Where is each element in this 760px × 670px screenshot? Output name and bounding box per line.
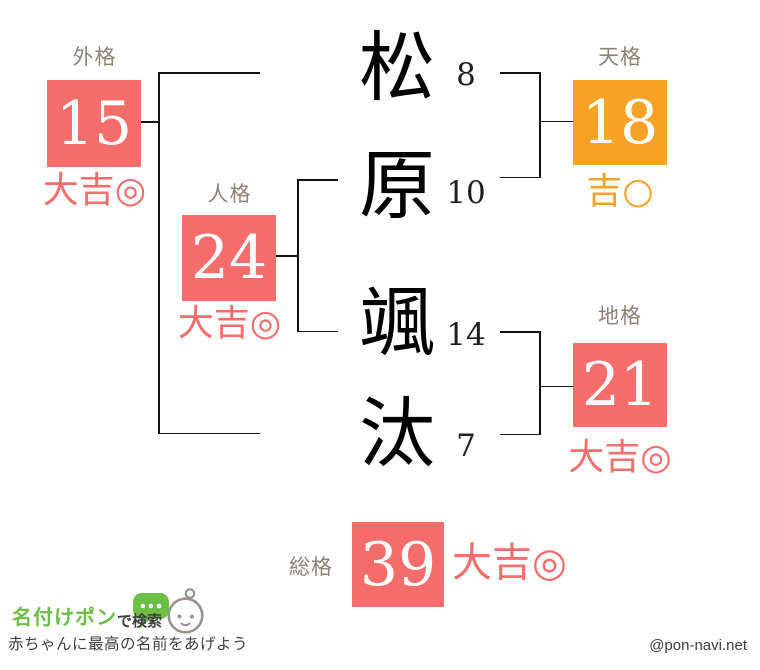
baby-face-icon	[167, 588, 204, 634]
gaikaku-bracket-vertical	[158, 72, 160, 434]
gaikaku-label: 外格	[72, 46, 117, 69]
gaikaku-box-connector	[141, 121, 159, 123]
chikaku-bracket-top-tick	[500, 331, 540, 333]
stroke-count-given-1: 14	[446, 317, 486, 353]
jinkaku-bracket-top-tick	[297, 179, 338, 181]
chikaku-label: 地格	[598, 305, 642, 328]
stroke-count-given-2: 7	[456, 428, 476, 464]
chikaku-fortune: 大吉◎	[568, 437, 672, 478]
stroke-count-surname-2: 10	[446, 175, 486, 211]
jinkaku-label: 人格	[207, 183, 252, 206]
name-char-given-2: 汰	[359, 389, 435, 478]
nazuke-pon-logo-icon	[133, 588, 204, 634]
soukaku-label: 総格	[289, 556, 333, 579]
jinkaku-value-box: 24	[182, 215, 276, 301]
chikaku-bracket-bottom-tick	[500, 433, 540, 435]
name-char-surname-1: 松	[359, 23, 435, 112]
tenkaku-bracket-vertical	[539, 72, 541, 178]
jinkaku-bracket-bottom-tick	[297, 330, 338, 332]
chikaku-value-box: 21	[573, 343, 667, 427]
logo-suffix-text: で検索	[117, 613, 163, 630]
chikaku-bracket-vertical	[539, 331, 541, 435]
tenkaku-box-connector	[540, 120, 573, 122]
tenkaku-fortune: 吉○	[586, 171, 654, 212]
soukaku-fortune: 大吉◎	[452, 540, 567, 586]
gaikaku-value-box: 15	[47, 80, 141, 167]
name-char-given-1: 颯	[359, 278, 435, 367]
jinkaku-box-connector	[276, 255, 298, 257]
speech-bubble-icon	[133, 593, 169, 629]
site-credit: @pon-navi.net	[649, 637, 747, 654]
stroke-count-surname-1: 8	[456, 57, 476, 93]
tenkaku-bracket-bottom-tick	[500, 176, 540, 178]
gaikaku-bracket-top-tick	[158, 72, 260, 74]
tenkaku-value-box: 18	[573, 80, 667, 165]
chikaku-box-connector	[540, 385, 573, 387]
logo-tagline: 赤ちゃんに最高の名前をあげよう	[8, 636, 249, 653]
gaikaku-bracket-bottom-tick	[158, 432, 260, 434]
logo-text: 名付けポン	[12, 607, 117, 629]
soukaku-value-box: 39	[352, 522, 444, 607]
gaikaku-fortune: 大吉◎	[42, 170, 147, 211]
tenkaku-bracket-top-tick	[500, 72, 540, 74]
tenkaku-label: 天格	[598, 46, 642, 69]
jinkaku-fortune: 大吉◎	[177, 303, 282, 344]
name-char-surname-2: 原	[359, 141, 435, 230]
